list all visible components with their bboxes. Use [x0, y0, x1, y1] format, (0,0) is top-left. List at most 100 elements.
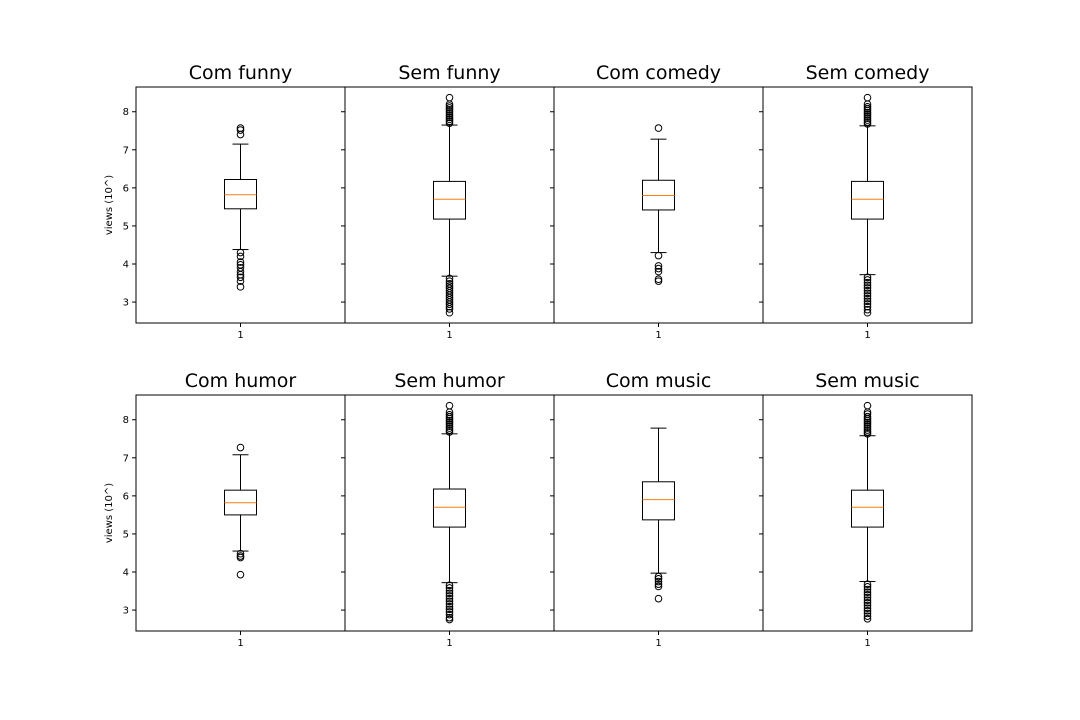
outlier-point	[445, 274, 454, 283]
outlier-point	[863, 418, 872, 427]
outlier-point	[863, 612, 872, 620]
outlier-point	[863, 112, 872, 121]
outlier-point	[863, 104, 872, 113]
y-axis-label: views (10^)	[104, 175, 115, 235]
outlier-point	[445, 277, 454, 285]
outlier-point	[863, 599, 872, 607]
outlier-point	[654, 251, 663, 260]
outlier-point	[236, 273, 245, 282]
outlier-point	[445, 586, 454, 595]
outlier-point	[445, 111, 454, 120]
outlier-point	[863, 308, 872, 317]
outlier-point	[863, 607, 872, 615]
outlier-point	[863, 116, 872, 124]
outlier-point	[236, 248, 245, 257]
outlier-point	[863, 604, 872, 612]
y-tick-label: 5	[123, 529, 129, 540]
outlier-point	[445, 420, 454, 429]
panel-frame	[135, 394, 346, 632]
outlier-point	[236, 258, 245, 266]
outlier-point	[863, 596, 872, 604]
outlier-point	[445, 605, 454, 614]
outlier-point	[236, 553, 245, 562]
outlier-point	[445, 113, 454, 122]
outlier-point	[863, 302, 872, 311]
outlier-point	[236, 549, 245, 558]
outlier-point	[445, 589, 454, 598]
outlier-point	[445, 594, 454, 603]
outlier-point	[863, 300, 872, 308]
outlier-point	[445, 584, 454, 592]
outlier-point	[445, 412, 454, 421]
outlier-point	[445, 102, 454, 110]
x-tick-label: 1	[237, 330, 243, 341]
outlier-point	[445, 581, 454, 590]
y-tick-label: 8	[123, 415, 129, 426]
outlier-point	[445, 610, 454, 619]
y-tick-label: 5	[123, 221, 129, 232]
outlier-point	[863, 284, 872, 292]
outlier-point	[863, 424, 872, 432]
iqr-box	[851, 180, 884, 220]
outlier-point	[445, 426, 454, 434]
outlier-point	[445, 416, 454, 425]
panel-frame	[135, 86, 346, 324]
panel-title: Com music	[606, 370, 712, 392]
outlier-point	[863, 580, 872, 588]
outlier-point	[863, 585, 872, 594]
outlier-point	[863, 410, 872, 418]
outlier-point	[863, 422, 872, 431]
outlier-point	[863, 108, 872, 117]
x-tick-label: 1	[446, 330, 452, 341]
outlier-point	[445, 597, 454, 606]
outlier-point	[236, 443, 245, 452]
outlier-point	[445, 106, 454, 114]
outlier-point	[236, 267, 245, 276]
outlier-point	[445, 592, 454, 600]
outlier-point	[863, 292, 872, 300]
outlier-point	[654, 575, 663, 583]
y-tick-label: 7	[123, 453, 129, 464]
outlier-point	[654, 277, 663, 285]
iqr-box	[433, 488, 466, 528]
outlier-point	[863, 118, 872, 126]
y-tick-label: 4	[123, 260, 129, 271]
outlier-point	[863, 428, 872, 436]
outlier-point	[863, 294, 872, 303]
outlier-point	[863, 412, 872, 421]
outlier-point	[863, 615, 872, 623]
outlier-point	[445, 117, 454, 126]
y-axis-label: views (10^)	[104, 483, 115, 543]
outlier-point	[236, 277, 245, 285]
outlier-point	[863, 110, 872, 119]
panel-frame	[553, 86, 764, 324]
iqr-box	[642, 481, 675, 521]
outlier-point	[863, 114, 872, 123]
y-tick-label: 3	[123, 606, 129, 617]
outlier-point	[445, 613, 454, 622]
outlier-point	[445, 107, 454, 116]
outlier-point	[236, 126, 245, 134]
y-tick-label: 6	[123, 491, 129, 502]
outlier-point	[654, 594, 663, 603]
outlier-point	[445, 401, 454, 410]
outlier-point	[445, 300, 454, 309]
outlier-point	[863, 281, 872, 290]
outlier-point	[445, 410, 454, 419]
outlier-point	[445, 93, 454, 102]
y-tick-label: 4	[123, 568, 129, 579]
outlier-point	[654, 124, 663, 132]
outlier-point	[654, 264, 663, 273]
outlier-point	[863, 289, 872, 298]
outlier-point	[654, 275, 663, 284]
outlier-point	[654, 267, 663, 276]
x-tick-label: 1	[864, 638, 870, 649]
outlier-point	[445, 305, 454, 313]
y-tick-label: 8	[123, 107, 129, 118]
outlier-point	[445, 115, 454, 124]
outlier-point	[863, 609, 872, 618]
outlier-point	[654, 572, 663, 581]
outlier-point	[654, 580, 663, 588]
outlier-point	[654, 582, 663, 591]
